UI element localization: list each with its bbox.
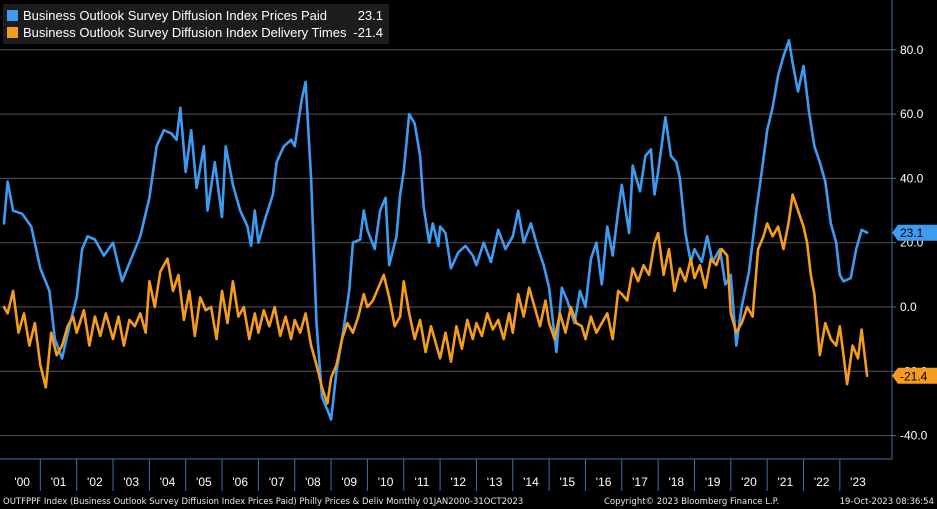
x-tick-label: '11 xyxy=(415,475,430,489)
x-tick-label: '01 xyxy=(51,475,67,489)
x-tick-label: '04 xyxy=(160,475,176,489)
chart: 80.060.040.020.00.0-20.0-40.023.1-21.4 '… xyxy=(0,0,937,494)
last-value-label-1: -21.4 xyxy=(900,369,928,383)
y-tick-label: 0.0 xyxy=(900,300,917,314)
legend-label: Business Outlook Survey Diffusion Index … xyxy=(23,8,327,23)
x-tick-label: '03 xyxy=(123,475,139,489)
x-tick-label: '16 xyxy=(596,475,612,489)
x-tick-label: '09 xyxy=(341,475,357,489)
y-tick-label: 80.0 xyxy=(900,43,924,57)
x-tick-label: '08 xyxy=(305,475,321,489)
x-tick-label: '07 xyxy=(269,475,285,489)
legend-value: -21.4 xyxy=(353,25,383,40)
x-tick-label: '21 xyxy=(778,475,794,489)
series-line-1 xyxy=(2,193,869,405)
legend-swatch-delivery-times xyxy=(7,27,18,38)
x-tick-label: '14 xyxy=(523,475,539,489)
x-tick-label: '06 xyxy=(232,475,248,489)
series-lines xyxy=(2,38,869,421)
x-tick-label: '19 xyxy=(705,475,721,489)
footer-ticker-info: OUTFPPF Index (Business Outlook Survey D… xyxy=(3,497,524,507)
x-tick-label: '05 xyxy=(196,475,212,489)
x-tick-label: '17 xyxy=(632,475,648,489)
x-tick-label: '23 xyxy=(850,475,866,489)
y-tick-label: 40.0 xyxy=(900,171,924,185)
legend-swatch-prices-paid xyxy=(7,10,18,21)
x-tick-label: '13 xyxy=(487,475,503,489)
legend: Business Outlook Survey Diffusion Index … xyxy=(3,4,389,44)
x-axis-band xyxy=(0,459,937,494)
last-value-tag-0 xyxy=(892,224,937,241)
x-tick-label: '20 xyxy=(741,475,757,489)
legend-label: Business Outlook Survey Diffusion Index … xyxy=(23,25,347,40)
y-axis: 80.060.040.020.00.0-20.0-40.023.1-21.4 xyxy=(891,0,937,459)
footer-timestamp: 19-Oct-2023 08:36:54 xyxy=(839,497,934,507)
x-tick-label: '22 xyxy=(814,475,830,489)
y-tick-label: -40.0 xyxy=(900,429,928,443)
x-tick-label: '02 xyxy=(87,475,103,489)
x-tick-label: '00 xyxy=(14,475,30,489)
footer-copyright: Copyright© 2023 Bloomberg Finance L.P. xyxy=(604,497,780,507)
legend-entry-delivery-times: Business Outlook Survey Diffusion Index … xyxy=(7,24,383,41)
x-tick-label: '10 xyxy=(378,475,394,489)
footer: OUTFPPF Index (Business Outlook Survey D… xyxy=(0,494,937,509)
last-value-tag-1 xyxy=(892,367,937,384)
x-tick-label: '15 xyxy=(559,475,575,489)
series-line-0 xyxy=(2,38,869,421)
legend-entry-prices-paid: Business Outlook Survey Diffusion Index … xyxy=(7,7,383,24)
x-tick-label: '12 xyxy=(450,475,466,489)
x-axis: '00 '01 '02 '03 '04 '05 '06 '07 '08 '09 '10 '11 '12 '… xyxy=(0,458,937,494)
last-value-label-0: 23.1 xyxy=(900,226,924,240)
legend-value: 23.1 xyxy=(357,8,383,23)
y-tick-label: 60.0 xyxy=(900,107,924,121)
x-tick-label: '18 xyxy=(668,475,684,489)
